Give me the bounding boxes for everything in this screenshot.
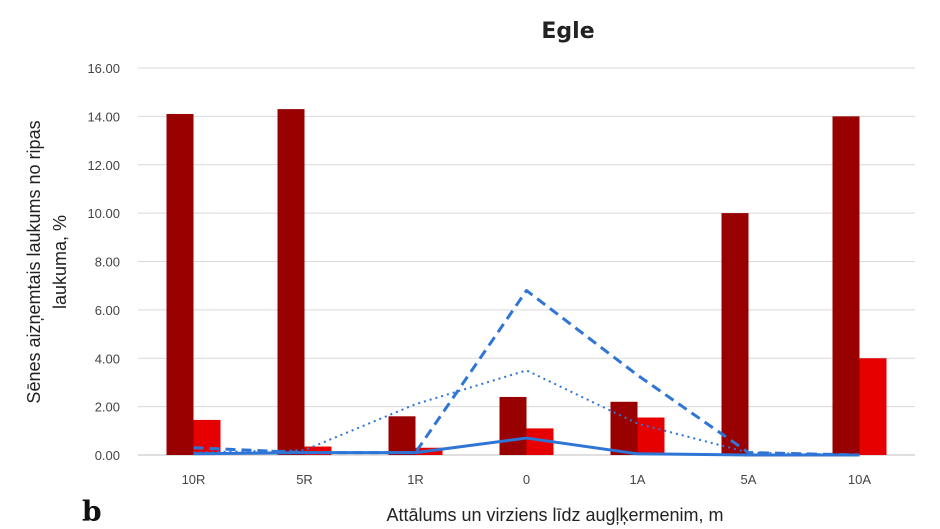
x-tick-label: 1A	[630, 472, 646, 487]
y-axis-label-line-2: laukuma, %	[50, 215, 70, 309]
y-tick-label: 8.00	[95, 255, 120, 270]
bar-10A-s2	[859, 358, 887, 455]
bar-5R-s1	[277, 109, 305, 456]
y-tick-label: 14.00	[87, 109, 120, 124]
bar-1A-s1	[610, 401, 638, 455]
y-tick-label: 12.00	[87, 158, 120, 173]
panel-label: b	[82, 495, 102, 528]
bar-0-s1	[499, 396, 527, 455]
bar-5R-s2	[304, 446, 332, 455]
y-tick-label: 0.00	[95, 448, 120, 463]
x-tick-label: 0	[523, 472, 530, 487]
y-axis-label-line-1: Sēnes aizņemtais laukums no ripas	[24, 120, 44, 403]
gridlines	[138, 67, 915, 456]
y-tick-labels: 0.00 2.00 4.00 6.00 8.00 10.00 12.00 14.00 16.00	[87, 61, 120, 463]
x-tick-label: 1R	[407, 472, 424, 487]
x-tick-label: 5R	[296, 472, 313, 487]
y-tick-label: 10.00	[87, 206, 120, 221]
x-tick-label: 10A	[848, 472, 871, 487]
line-series-dashed	[193, 289, 860, 457]
bar-10A-s1	[832, 116, 860, 455]
x-tick-label: 10R	[182, 472, 206, 487]
bar-5A-s1	[721, 213, 749, 455]
y-tick-label: 4.00	[95, 351, 120, 366]
y-tick-label: 2.00	[95, 400, 120, 415]
bar-1R-s1	[388, 416, 416, 455]
lines	[193, 289, 860, 457]
x-tick-labels: 10R 5R 1R 0 1A 5A 10A	[182, 472, 872, 487]
bar-1A-s2	[637, 417, 665, 455]
y-tick-label: 6.00	[95, 303, 120, 318]
bars	[166, 109, 887, 456]
chart-title: Egle	[541, 19, 594, 44]
x-axis-label: Attālums un virziens līdz augļķermenim, …	[386, 505, 723, 525]
x-tick-label: 5A	[741, 472, 757, 487]
line-series-solid	[193, 436, 860, 457]
y-tick-label: 16.00	[87, 61, 120, 76]
bar-10R-s1	[166, 113, 194, 456]
